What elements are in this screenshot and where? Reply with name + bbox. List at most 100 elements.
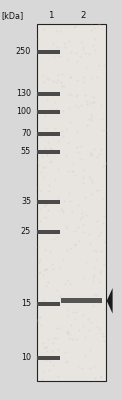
Point xyxy=(63,82,65,89)
Point xyxy=(48,188,50,194)
Point xyxy=(93,146,95,152)
FancyBboxPatch shape xyxy=(37,132,60,136)
Point xyxy=(86,98,88,104)
Point xyxy=(39,188,41,194)
Point xyxy=(87,294,89,301)
Point xyxy=(104,127,106,133)
Point xyxy=(57,138,59,144)
Point xyxy=(67,140,69,146)
Text: [kDa]: [kDa] xyxy=(1,11,23,20)
Point xyxy=(68,330,70,337)
Point xyxy=(80,295,82,301)
Point xyxy=(37,318,39,325)
Point xyxy=(46,152,48,158)
Point xyxy=(52,146,54,153)
Point xyxy=(93,272,95,278)
Point xyxy=(45,124,47,131)
Point xyxy=(62,208,64,215)
Point xyxy=(93,265,95,271)
Point xyxy=(86,122,88,128)
Point xyxy=(102,333,104,340)
Point xyxy=(82,180,84,187)
Point xyxy=(41,376,43,382)
Point xyxy=(94,47,96,53)
Point xyxy=(36,316,38,323)
Point xyxy=(45,344,47,350)
Point xyxy=(97,74,98,81)
Point xyxy=(37,306,39,312)
Point xyxy=(88,51,90,57)
Point xyxy=(71,336,73,343)
Point xyxy=(72,309,74,316)
Point xyxy=(92,42,94,48)
Point xyxy=(87,115,89,122)
Point xyxy=(44,145,46,151)
Point xyxy=(60,79,62,85)
Point xyxy=(74,171,76,178)
Point xyxy=(67,313,69,320)
Point xyxy=(62,108,64,114)
Point xyxy=(74,241,76,247)
Point xyxy=(68,335,70,341)
Point xyxy=(98,151,100,158)
Point xyxy=(71,208,73,215)
Point xyxy=(101,330,103,336)
Point xyxy=(100,146,102,152)
Point xyxy=(81,214,83,220)
Point xyxy=(103,305,105,312)
Point xyxy=(101,127,103,134)
Point xyxy=(48,182,50,188)
Point xyxy=(37,158,39,164)
Point xyxy=(46,97,48,103)
Point xyxy=(69,281,71,287)
Point xyxy=(53,235,55,242)
Point xyxy=(70,322,72,329)
Point xyxy=(50,358,51,364)
Text: 2: 2 xyxy=(80,11,86,20)
Point xyxy=(86,100,88,107)
Point xyxy=(45,132,47,139)
Point xyxy=(103,61,105,68)
Text: 10: 10 xyxy=(21,354,31,362)
Point xyxy=(98,232,100,238)
Point xyxy=(68,105,70,112)
Point xyxy=(90,191,92,198)
FancyBboxPatch shape xyxy=(37,150,60,154)
Point xyxy=(40,321,42,328)
FancyBboxPatch shape xyxy=(37,50,60,54)
Point xyxy=(69,74,71,80)
Point xyxy=(72,160,74,166)
Point xyxy=(82,173,84,180)
Point xyxy=(90,22,92,28)
Point xyxy=(56,234,58,240)
Point xyxy=(39,269,41,275)
Point xyxy=(57,166,59,172)
Point xyxy=(85,211,87,218)
Point xyxy=(76,58,78,64)
Point xyxy=(82,44,84,50)
Point xyxy=(67,276,69,283)
Point xyxy=(89,346,91,353)
Point xyxy=(65,152,66,159)
Point xyxy=(54,124,56,131)
Point xyxy=(58,130,60,136)
Point xyxy=(92,99,94,106)
Point xyxy=(50,158,51,164)
Point xyxy=(40,168,42,175)
Point xyxy=(99,326,101,332)
Point xyxy=(57,72,59,78)
Point xyxy=(102,196,104,203)
Point xyxy=(41,153,43,159)
Point xyxy=(75,92,77,99)
Point xyxy=(101,374,102,380)
Point xyxy=(66,57,68,64)
Point xyxy=(100,102,102,108)
Point xyxy=(37,243,39,250)
Point xyxy=(46,198,48,204)
Point xyxy=(84,50,86,56)
Point xyxy=(76,144,78,150)
Point xyxy=(96,218,98,224)
Point xyxy=(100,268,102,274)
Point xyxy=(83,79,85,85)
Point xyxy=(84,194,86,200)
